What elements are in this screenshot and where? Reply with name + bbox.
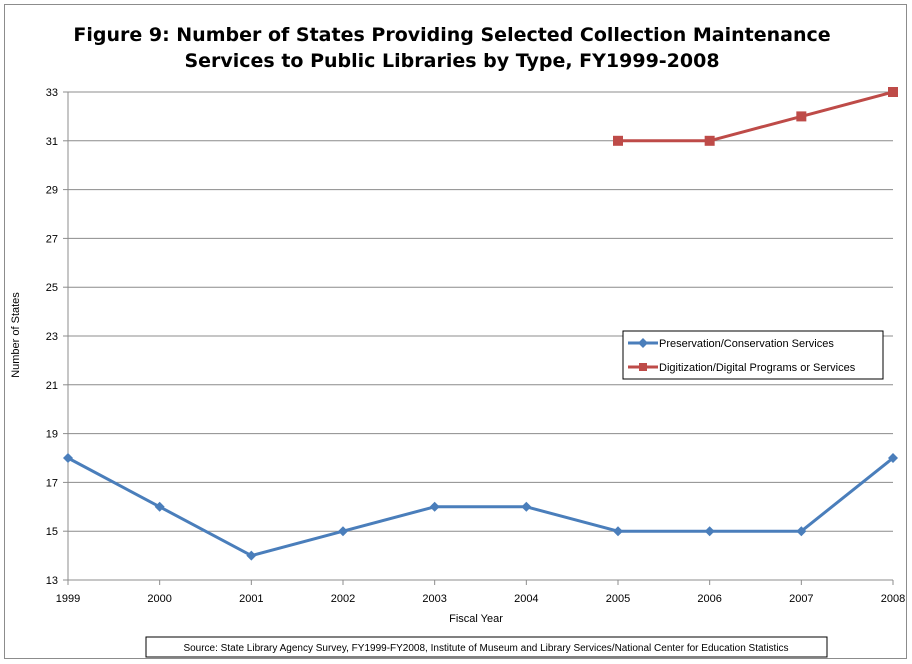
data-point-preservation-1999 xyxy=(63,453,73,463)
legend: Preservation/Conservation Services Digit… xyxy=(622,330,884,380)
chart-frame: Figure 9: Number of States Providing Sel… xyxy=(4,4,907,659)
y-tick-label: 19 xyxy=(46,429,58,441)
x-tick-label: 2002 xyxy=(331,593,355,605)
x-tick-label: 2004 xyxy=(514,593,538,605)
data-point-preservation-2002 xyxy=(338,526,348,537)
x-tick-label: 2000 xyxy=(147,593,171,605)
y-axis-title: Number of States xyxy=(10,292,22,378)
data-point-preservation-2007 xyxy=(796,526,807,537)
data-point-preservation-2003 xyxy=(429,501,440,512)
source-text: Source: State Library Agency Survey, FY1… xyxy=(183,643,788,654)
gridlines xyxy=(68,91,893,532)
data-point-preservation-2004 xyxy=(521,501,532,512)
x-tick-label: 1999 xyxy=(56,593,80,605)
x-tick-label: 2008 xyxy=(881,593,905,605)
data-point-digitization-2008 xyxy=(888,87,898,97)
line-chart: Figure 9: Number of States Providing Sel… xyxy=(10,24,905,658)
y-tick-label: 17 xyxy=(46,477,58,489)
legend-marker-digitization xyxy=(639,363,647,371)
y-tick-label: 31 xyxy=(46,136,58,148)
axes: 13 15 17 19 21 23 25 27 29 31 33 1999 2000 2001 2002 20… xyxy=(46,87,905,605)
y-tick-label: 23 xyxy=(46,331,58,343)
y-tick-label: 33 xyxy=(46,87,58,99)
data-point-preservation-2000 xyxy=(154,501,165,512)
data-point-digitization-2007 xyxy=(796,111,807,122)
data-point-preservation-2005 xyxy=(613,526,623,537)
x-axis-title: Fiscal Year xyxy=(449,613,503,625)
y-tick-label: 25 xyxy=(46,282,58,294)
x-tick-label: 2001 xyxy=(239,593,263,605)
legend-label-digitization: Digitization/Digital Programs or Service… xyxy=(659,362,856,374)
chart-title-line-1: Figure 9: Number of States Providing Sel… xyxy=(73,24,830,46)
legend-marker-preservation xyxy=(638,338,648,348)
x-tick-label: 2006 xyxy=(697,593,721,605)
x-tick-label: 2005 xyxy=(606,593,630,605)
x-tick-label: 2007 xyxy=(789,593,813,605)
y-tick-label: 13 xyxy=(46,575,58,587)
y-tick-label: 29 xyxy=(46,185,58,197)
series-line-preservation xyxy=(67,456,894,558)
data-point-preservation-2001 xyxy=(246,550,257,561)
chart-title-line-2: Services to Public Libraries by Type, FY… xyxy=(184,50,719,72)
data-point-digitization-2006 xyxy=(704,135,715,146)
series xyxy=(63,87,898,561)
y-tick-label: 27 xyxy=(46,233,58,245)
series-line-digitization xyxy=(618,90,894,143)
legend-label-preservation: Preservation/Conservation Services xyxy=(659,338,834,350)
source-box xyxy=(145,636,828,658)
legend-box xyxy=(622,330,884,380)
data-point-digitization-2005 xyxy=(613,135,623,146)
source-note: Source: State Library Agency Survey, FY1… xyxy=(145,636,828,658)
data-point-preservation-2008 xyxy=(888,453,898,463)
x-tick-label: 2003 xyxy=(422,593,446,605)
y-tick-label: 21 xyxy=(46,380,58,392)
y-tick-label: 15 xyxy=(46,526,58,538)
data-point-preservation-2006 xyxy=(704,526,715,537)
